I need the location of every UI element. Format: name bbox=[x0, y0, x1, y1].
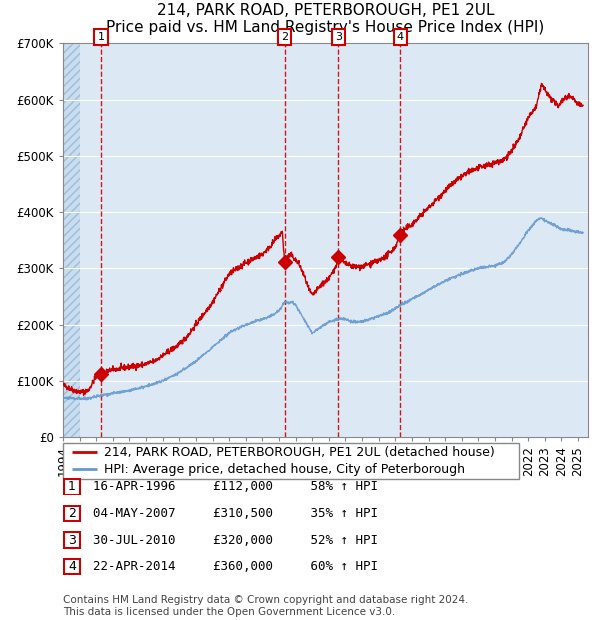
Text: 2: 2 bbox=[68, 507, 76, 520]
Text: 214, PARK ROAD, PETERBOROUGH, PE1 2UL (detached house): 214, PARK ROAD, PETERBOROUGH, PE1 2UL (d… bbox=[104, 446, 495, 459]
Text: 04-MAY-2007     £310,500     35% ↑ HPI: 04-MAY-2007 £310,500 35% ↑ HPI bbox=[93, 507, 378, 520]
Text: HPI: Average price, detached house, City of Peterborough: HPI: Average price, detached house, City… bbox=[104, 463, 465, 476]
Text: Contains HM Land Registry data © Crown copyright and database right 2024.
This d: Contains HM Land Registry data © Crown c… bbox=[63, 595, 469, 617]
Text: 22-APR-2014     £360,000     60% ↑ HPI: 22-APR-2014 £360,000 60% ↑ HPI bbox=[93, 560, 378, 573]
Text: 4: 4 bbox=[68, 560, 76, 573]
Text: 16-APR-1996     £112,000     58% ↑ HPI: 16-APR-1996 £112,000 58% ↑ HPI bbox=[93, 480, 378, 493]
Text: 2: 2 bbox=[281, 32, 288, 42]
Text: 3: 3 bbox=[335, 32, 342, 42]
Text: 3: 3 bbox=[68, 534, 76, 546]
Text: 1: 1 bbox=[68, 480, 76, 493]
Title: 214, PARK ROAD, PETERBOROUGH, PE1 2UL
Price paid vs. HM Land Registry's House Pr: 214, PARK ROAD, PETERBOROUGH, PE1 2UL Pr… bbox=[106, 3, 545, 35]
Text: 4: 4 bbox=[397, 32, 404, 42]
Text: 1: 1 bbox=[98, 32, 104, 42]
Text: 30-JUL-2010     £320,000     52% ↑ HPI: 30-JUL-2010 £320,000 52% ↑ HPI bbox=[93, 534, 378, 546]
